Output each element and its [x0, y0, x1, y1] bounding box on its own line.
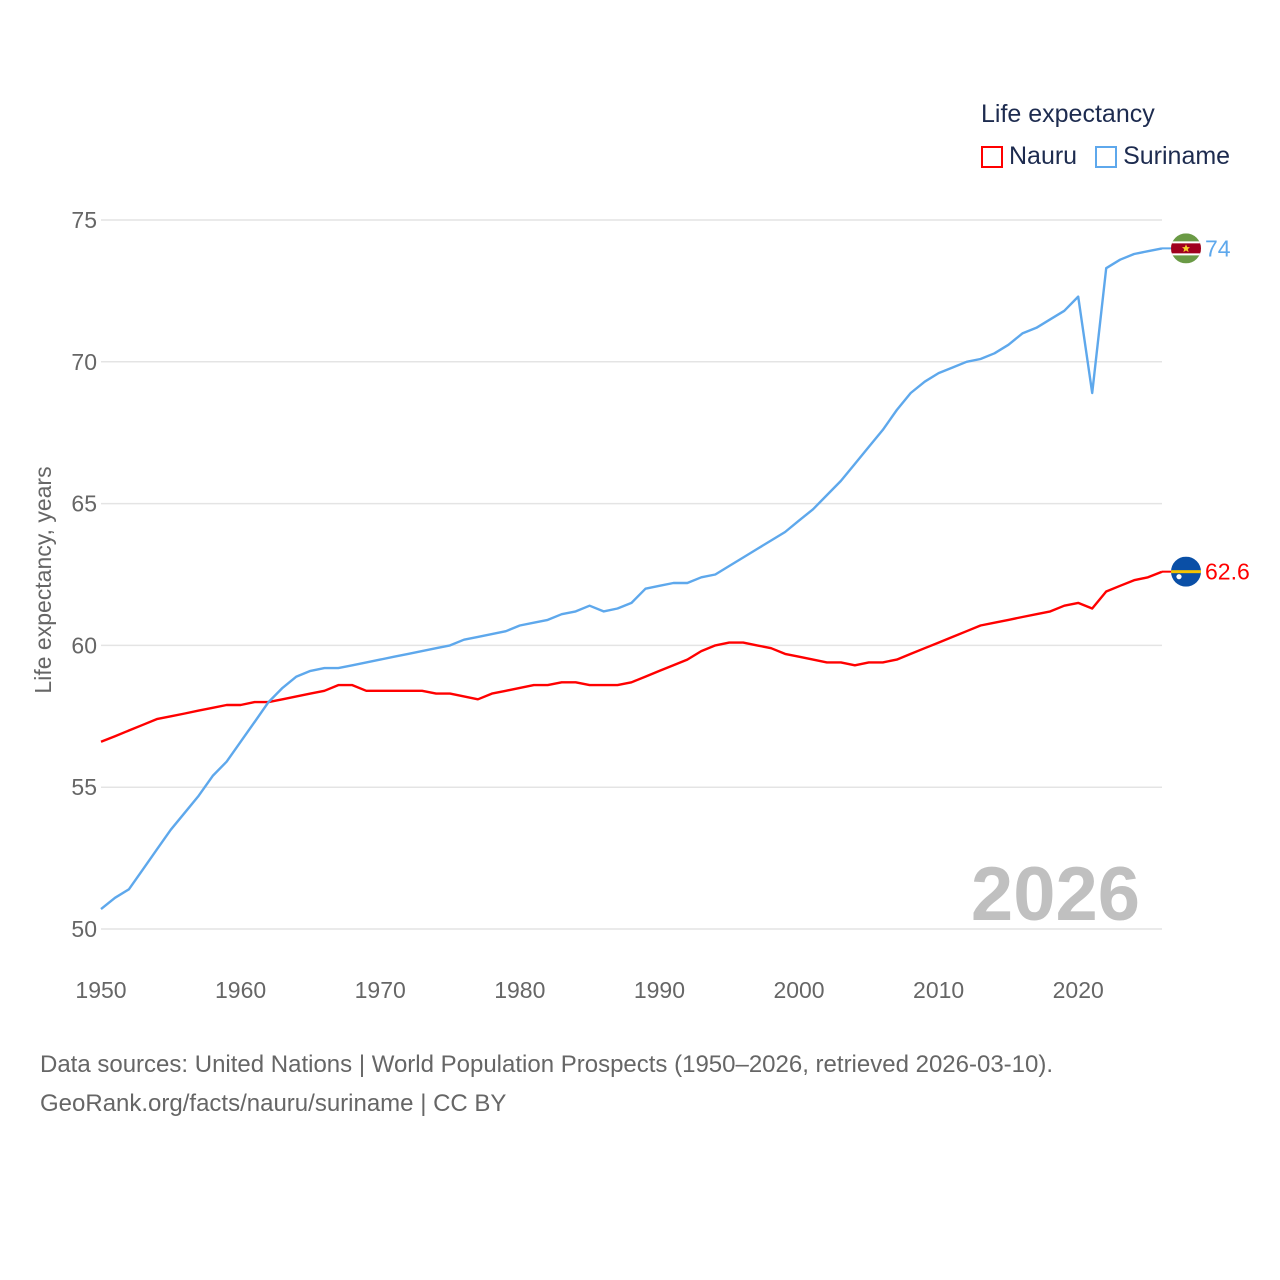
x-tick-label: 1980 — [494, 977, 545, 1003]
data-source-text: Data sources: United Nations | World Pop… — [40, 1051, 1054, 1078]
legend-label: Suriname — [1123, 142, 1231, 170]
nauru-flag-icon — [1171, 556, 1201, 587]
legend-item-suriname[interactable]: Suriname — [1095, 142, 1230, 171]
end-value-label-suriname: 74 — [1205, 235, 1231, 261]
x-tick-label: 1960 — [215, 977, 266, 1003]
x-tick-label: 2000 — [773, 977, 824, 1003]
y-tick-label: 60 — [71, 632, 97, 658]
x-tick-label: 2010 — [913, 977, 964, 1003]
x-tick-label: 1990 — [634, 977, 685, 1003]
suriname-flag-icon — [1171, 233, 1201, 264]
y-tick-label: 50 — [71, 916, 97, 942]
legend: Nauru Suriname — [981, 142, 1230, 171]
series-line-nauru — [100, 570, 1163, 743]
x-tick-label: 1950 — [75, 977, 126, 1003]
year-watermark: 2026 — [971, 852, 1140, 937]
end-value-label-nauru: 62.6 — [1205, 559, 1250, 585]
series-line-suriname — [100, 247, 1163, 911]
y-axis-title: Life expectancy, years — [30, 466, 56, 693]
y-tick-label: 65 — [71, 491, 97, 517]
y-tick-label: 70 — [71, 349, 97, 375]
legend-title: Life expectancy — [981, 100, 1155, 128]
legend-swatch-nauru — [981, 145, 1003, 168]
y-tick-label: 55 — [71, 774, 97, 800]
x-tick-label: 1970 — [355, 977, 406, 1003]
attribution-link[interactable]: GeoRank.org/facts/nauru/suriname | CC BY — [40, 1090, 507, 1117]
legend-swatch-suriname — [1095, 145, 1118, 168]
footer: Data sources: United Nations | World Pop… — [40, 1045, 1053, 1123]
legend-label: Nauru — [1009, 142, 1078, 170]
legend-item-nauru[interactable]: Nauru — [981, 142, 1077, 171]
x-tick-label: 2020 — [1053, 977, 1104, 1003]
y-tick-label: 75 — [71, 207, 97, 233]
